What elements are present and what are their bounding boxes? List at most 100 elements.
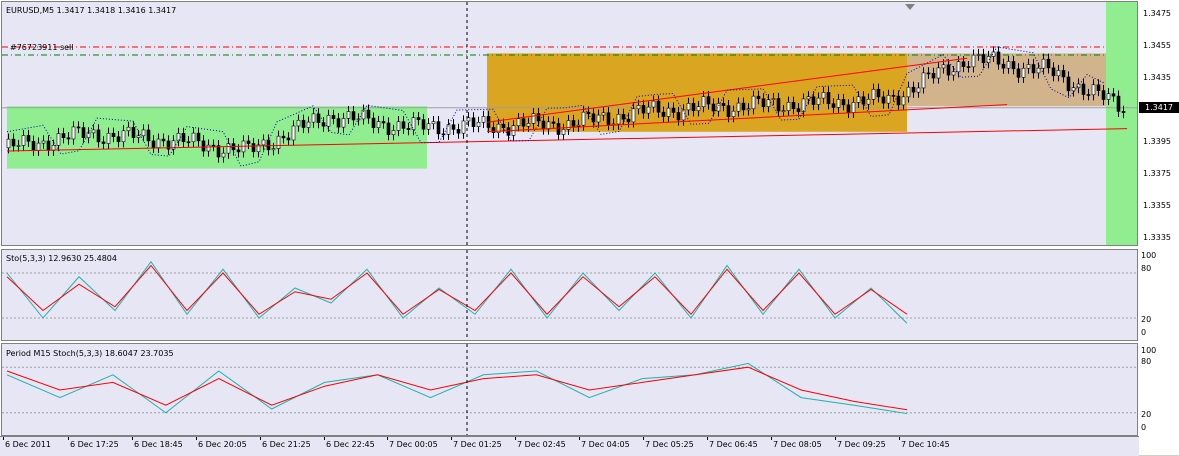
time-tick-mark bbox=[707, 437, 708, 440]
time-tick: 7 Dec 02:45 bbox=[517, 440, 566, 449]
price-tick: 1.3435 bbox=[1143, 73, 1171, 82]
candle-body bbox=[976, 54, 981, 56]
candle-body bbox=[571, 120, 576, 127]
time-tick-mark bbox=[324, 437, 325, 440]
candle-body bbox=[386, 122, 391, 135]
candle-body bbox=[1041, 58, 1046, 69]
candle-body bbox=[1071, 87, 1076, 92]
candle-body bbox=[81, 127, 86, 139]
candle-body bbox=[1091, 84, 1096, 96]
candle-body bbox=[371, 117, 376, 128]
candle-body bbox=[616, 114, 621, 125]
candle-body bbox=[156, 138, 161, 148]
time-tick-mark bbox=[579, 437, 580, 440]
candle-body bbox=[541, 120, 546, 130]
candle-body bbox=[666, 107, 671, 117]
scroll-marker-icon[interactable] bbox=[905, 4, 915, 10]
candle-body bbox=[186, 141, 191, 144]
candle-body bbox=[781, 110, 786, 112]
candle-body bbox=[26, 135, 31, 142]
time-tick-mark bbox=[3, 437, 4, 440]
m15-stochastic-pane[interactable]: Period M15 Stoch(5,3,3) 18.6047 23.7035 bbox=[1, 343, 1138, 436]
candle-body bbox=[536, 113, 541, 122]
candle-body bbox=[426, 123, 431, 130]
candle-body bbox=[116, 136, 121, 143]
time-tick: 6 Dec 2011 bbox=[5, 440, 52, 449]
candle-body bbox=[351, 111, 356, 121]
candle-body bbox=[446, 124, 451, 135]
candle-body bbox=[101, 141, 106, 144]
candle-body bbox=[421, 119, 426, 130]
candle-body bbox=[271, 148, 276, 151]
candle-body bbox=[1096, 84, 1101, 91]
candle-body bbox=[201, 140, 206, 152]
candle-body bbox=[321, 122, 326, 127]
candle-body bbox=[36, 142, 41, 151]
candle-body bbox=[331, 115, 336, 119]
candle-body bbox=[696, 106, 701, 112]
candle-body bbox=[396, 121, 401, 131]
stoch-series-main bbox=[6, 362, 908, 415]
candle-body bbox=[946, 64, 951, 76]
candle-body bbox=[336, 118, 341, 128]
candle-body bbox=[886, 95, 891, 104]
stoch-tick: 100 bbox=[1141, 251, 1157, 260]
candle-body bbox=[141, 129, 146, 137]
candle-body bbox=[636, 105, 641, 110]
candle-body bbox=[311, 113, 316, 123]
candle-body bbox=[236, 149, 241, 153]
candle-body bbox=[671, 107, 676, 113]
candle-body bbox=[706, 96, 711, 105]
candle-body bbox=[1036, 67, 1041, 74]
time-tick: 7 Dec 09:25 bbox=[837, 440, 886, 449]
price-chart-pane[interactable]: EURUSD,M5 1.3417 1.3418 1.3416 1.3417 #7… bbox=[1, 1, 1138, 246]
trendline-0 bbox=[6, 128, 1128, 152]
candle-body bbox=[481, 116, 486, 123]
candle-body bbox=[151, 140, 156, 148]
time-tick-mark bbox=[196, 437, 197, 440]
candle-body bbox=[11, 138, 16, 147]
stoch-series-main bbox=[6, 260, 908, 324]
candle-body bbox=[121, 130, 126, 143]
candle-body bbox=[986, 56, 991, 64]
candle-body bbox=[1016, 68, 1021, 78]
candle-body bbox=[71, 126, 76, 140]
candle-body bbox=[31, 140, 36, 151]
candle-body bbox=[521, 118, 526, 127]
m15-stochastic-label: Period M15 Stoch(5,3,3) 18.6047 23.7035 bbox=[6, 349, 174, 358]
time-tick: 7 Dec 00:05 bbox=[389, 440, 438, 449]
candle-body bbox=[726, 105, 731, 117]
candle-body bbox=[176, 133, 181, 142]
time-tick: 6 Dec 20:05 bbox=[198, 440, 247, 449]
stochastic-pane[interactable]: Sto(5,3,3) 12.9630 25.4804 bbox=[1, 249, 1138, 341]
candle-body bbox=[876, 88, 881, 98]
candle-body bbox=[281, 135, 286, 139]
price-tick: 1.3375 bbox=[1143, 169, 1171, 178]
time-tick-mark bbox=[260, 437, 261, 440]
candle-body bbox=[716, 103, 721, 112]
orange-zone bbox=[487, 53, 907, 132]
candle-body bbox=[936, 67, 941, 79]
symbol-line: EURUSD,M5 1.3417 1.3418 1.3416 1.3417 bbox=[6, 6, 177, 15]
candle-body bbox=[831, 103, 836, 108]
stoch-tick: 20 bbox=[1141, 410, 1152, 419]
candle-body bbox=[646, 106, 651, 114]
price-tick: 1.3455 bbox=[1143, 41, 1171, 50]
candle-body bbox=[181, 133, 186, 143]
candle-body bbox=[301, 119, 306, 128]
candle-body bbox=[491, 127, 496, 133]
trendline-2 bbox=[486, 104, 1008, 133]
candle-body bbox=[691, 103, 696, 112]
trendline-1 bbox=[486, 57, 968, 123]
candle-body bbox=[226, 143, 231, 154]
price-tick: 1.3335 bbox=[1143, 233, 1171, 242]
candle-body bbox=[736, 102, 741, 112]
order-label: #76723911 sell bbox=[10, 43, 74, 52]
candle-body bbox=[911, 86, 916, 93]
candle-body bbox=[1031, 64, 1036, 74]
candle-body bbox=[96, 129, 101, 143]
time-axis: 6 Dec 2011 6 Dec 17:25 6 Dec 18:45 6 Dec 20… bbox=[0, 436, 1139, 456]
candle-body bbox=[296, 119, 301, 127]
candle-body bbox=[576, 124, 581, 127]
stoch-series-signal bbox=[6, 366, 908, 411]
